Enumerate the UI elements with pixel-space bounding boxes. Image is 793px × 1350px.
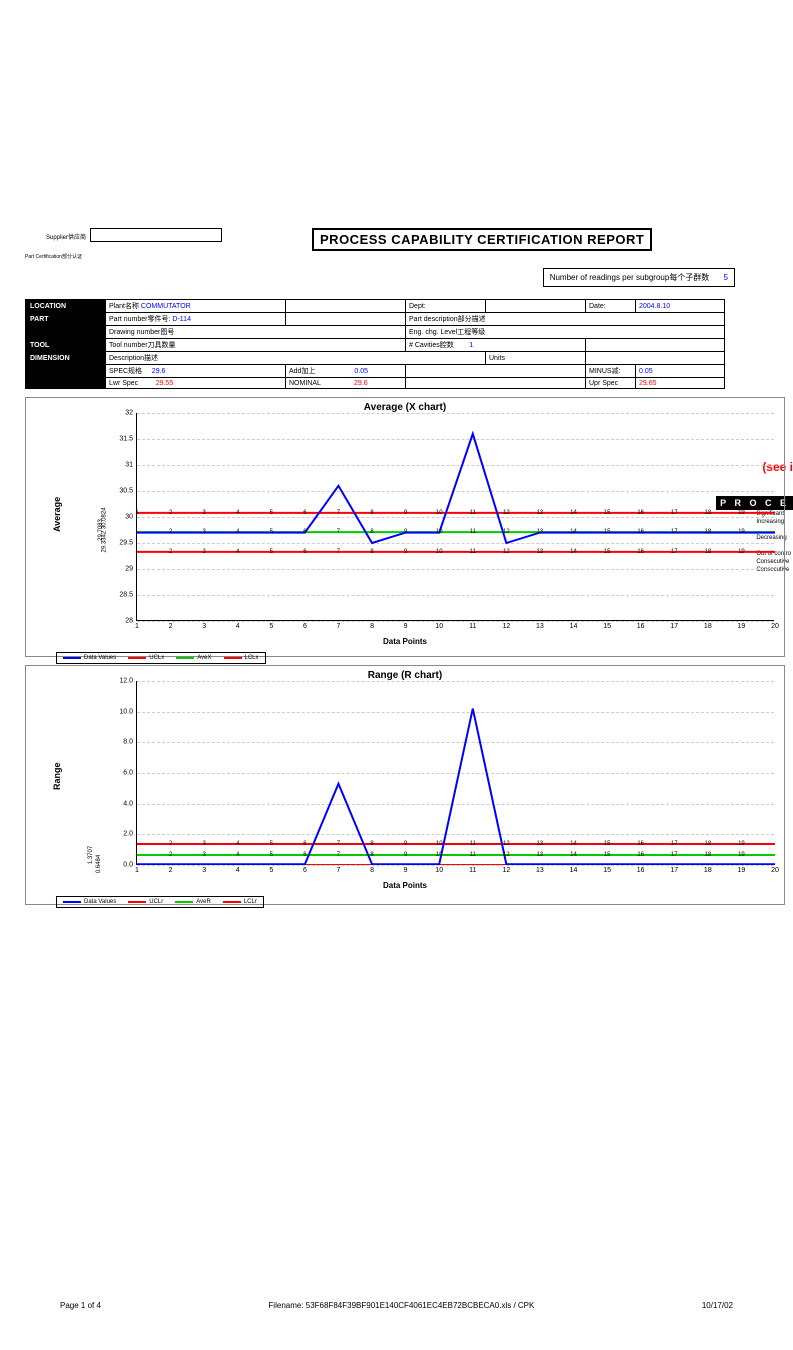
x-chart-legend: Data ValuesUCLxAveXLCLx: [56, 652, 266, 664]
x-chart-ysub2: 29.7083: [98, 519, 104, 541]
r-chart-ysub1: 1.3707: [88, 845, 94, 863]
r-chart-legend: Data ValuesUCLrAveRLCLr: [56, 896, 264, 908]
x-chart: Average (X chart) Average 29.3342 30.082…: [25, 397, 785, 657]
r-chart-xlabel: Data Points: [26, 881, 784, 890]
r-chart: Range (R chart) Range 1.3707 0.6484 0.02…: [25, 665, 785, 905]
x-chart-title: Average (X chart): [26, 402, 784, 413]
dimension-header: DIMENSION: [26, 352, 106, 365]
footer: Page 1 of 4 Filename: 53F68F84F39BF901E1…: [0, 1301, 793, 1310]
footer-filename: Filename: 53F68F84F39BF901E140CF4061EC4E…: [101, 1301, 702, 1310]
readings-box: Number of readings per subgroup每个子群数 5: [543, 268, 735, 287]
supplier-label: Supplier供应商: [46, 232, 86, 241]
footer-page: Page 1 of 4: [60, 1301, 101, 1310]
tool-header: TOOL: [26, 339, 106, 352]
supplier-input[interactable]: [90, 228, 222, 242]
part-header: PART: [26, 313, 106, 326]
x-chart-xlabel: Data Points: [26, 637, 784, 646]
r-chart-ysub2: 0.6484: [96, 855, 102, 873]
info-table: LOCATION Plant名称 COMMUTATOR Dept: Date: …: [25, 299, 725, 389]
footer-date: 10/17/02: [702, 1301, 733, 1310]
readings-value: 5: [724, 273, 728, 282]
x-chart-ylabel: Average: [52, 497, 62, 532]
page-title: PROCESS CAPABILITY CERTIFICATION REPORT: [312, 228, 652, 251]
r-chart-title: Range (R chart): [26, 670, 784, 681]
location-header: LOCATION: [26, 300, 106, 313]
part-cert-label: Part Certification部分认证: [25, 253, 793, 260]
r-chart-ylabel: Range: [52, 762, 62, 790]
readings-label: Number of readings per subgroup每个子群数: [550, 273, 710, 282]
